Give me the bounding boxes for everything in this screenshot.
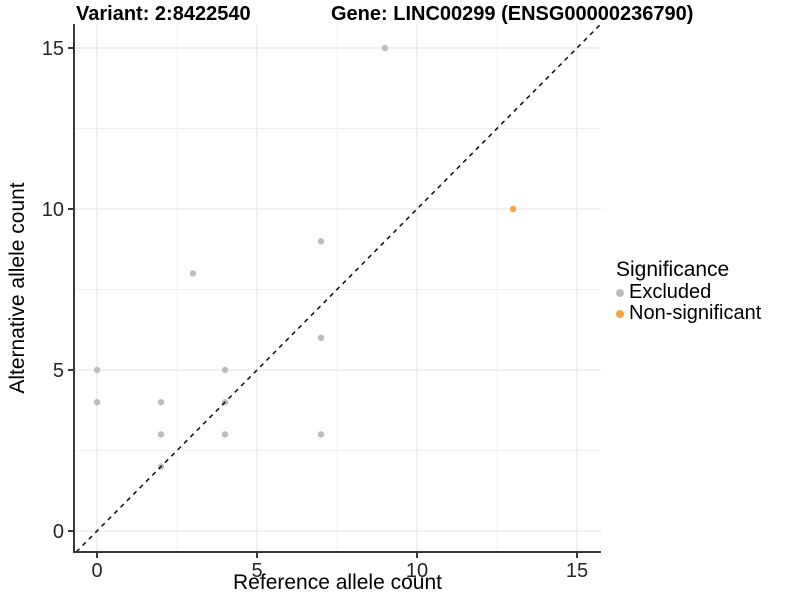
y-tick-label: 10 [42, 199, 64, 221]
y-tick-label: 15 [42, 38, 64, 60]
plot-title: Variant: 2:8422540 Gene: LINC00299 (ENSG… [0, 2, 800, 26]
data-point-excluded [157, 399, 165, 406]
y-tick-label: 0 [53, 521, 64, 543]
data-point-excluded [317, 334, 325, 341]
legend-item-label: Excluded [629, 281, 712, 303]
gene-title: Gene: LINC00299 (ENSG00000236790) [331, 3, 694, 25]
identity-dashed-line [75, 23, 602, 553]
data-point-excluded [221, 431, 229, 438]
x-axis-title: Reference allele count [233, 571, 442, 594]
data-point-non-significant [509, 205, 517, 213]
x-tick-label: 10 [406, 560, 428, 582]
y-axis-title: Alternative allele count [6, 182, 29, 394]
data-point-excluded [93, 366, 101, 374]
legend-item-excluded: Excluded [616, 282, 761, 303]
x-tick-label: 0 [91, 560, 102, 582]
data-point-excluded [93, 399, 101, 406]
variant-title: Variant: 2:8422540 [76, 3, 251, 25]
data-point-excluded [189, 270, 197, 277]
legend-title: Significance [616, 258, 730, 281]
y-tick-label: 5 [53, 360, 64, 382]
data-point-excluded [381, 44, 389, 52]
non-significant-dot-icon [616, 309, 624, 318]
excluded-dot-icon [616, 288, 624, 297]
data-point-excluded [317, 238, 325, 245]
x-tick-label: 5 [251, 560, 262, 582]
legend: Significance Excluded Non-significant [616, 257, 761, 324]
legend-item-label: Non-significant [629, 302, 762, 324]
legend-item-non-significant: Non-significant [616, 303, 761, 324]
data-point-excluded [317, 431, 325, 438]
data-point-excluded [157, 431, 165, 438]
data-point-excluded [221, 366, 229, 374]
x-tick-label: 15 [566, 560, 588, 582]
